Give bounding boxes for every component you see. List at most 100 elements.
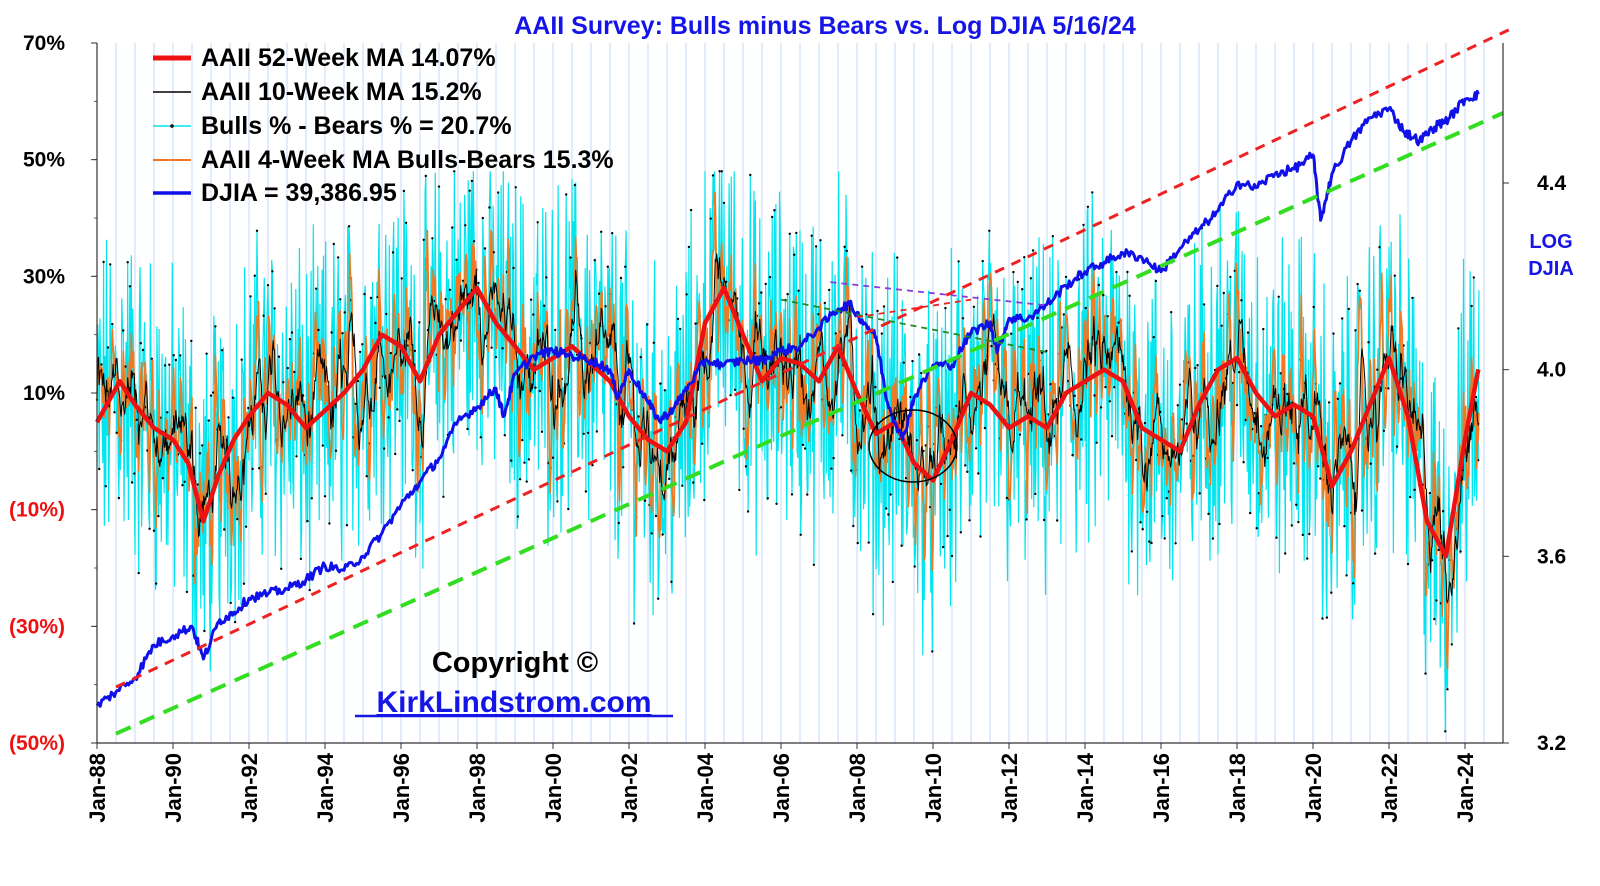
bulls-bears-point — [817, 313, 820, 316]
bulls-bears-point — [1238, 371, 1241, 374]
highlight-circle — [868, 409, 958, 483]
bulls-bears-point — [532, 313, 535, 316]
bulls-bears-point — [619, 276, 623, 280]
bulls-bears-point — [1181, 418, 1184, 421]
bulls-bears-point — [527, 458, 531, 461]
bulls-bears-point — [554, 328, 557, 332]
bulls-bears-point — [1312, 305, 1315, 309]
bulls-bears-point — [356, 379, 360, 383]
bulls-bears-point — [203, 629, 206, 633]
bulls-bears-point — [1196, 364, 1199, 367]
bulls-bears-point — [244, 525, 248, 528]
bulls-bears-point — [98, 467, 101, 471]
bulls-bears-point — [1222, 291, 1226, 295]
bulls-bears-point — [251, 467, 254, 471]
bulls-bears-point — [1106, 315, 1109, 318]
bulls-bears-point — [1080, 438, 1083, 441]
bulls-bears-point — [733, 388, 737, 391]
bulls-bears-point — [1071, 453, 1074, 457]
bulls-bears-point — [483, 247, 487, 250]
site-link[interactable]: KirkLindstrom.com — [376, 686, 651, 719]
bulls-bears-point — [1049, 383, 1052, 386]
bulls-bears-point — [942, 545, 945, 549]
bulls-bears-point — [1367, 341, 1370, 344]
bulls-bears-point — [990, 344, 993, 348]
bulls-bears-point — [1128, 294, 1131, 297]
bulls-bears-point — [1284, 552, 1287, 555]
bulls-bears-point — [1292, 462, 1296, 465]
bulls-bears-point — [810, 234, 813, 237]
bulls-bears-point — [512, 266, 515, 270]
bulls-bears-point — [295, 455, 298, 458]
bulls-bears-point — [1143, 421, 1147, 425]
bulls-bears-point — [1115, 270, 1118, 274]
bulls-bears-point — [518, 478, 522, 481]
left-tick-label: (30%) — [9, 615, 65, 638]
bulls-bears-point — [1319, 477, 1322, 480]
bulls-bears-point — [1345, 574, 1348, 577]
bulls-bears-point — [247, 406, 250, 410]
bulls-bears-point — [1084, 306, 1087, 310]
bulls-bears-point — [1135, 458, 1138, 462]
bulls-bears-point — [569, 256, 572, 259]
bulls-bears-point — [988, 229, 991, 232]
bulls-bears-point — [347, 225, 351, 228]
bulls-bears-point — [775, 502, 778, 505]
bulls-bears-point — [637, 415, 640, 418]
left-tick-label: (10%) — [9, 499, 65, 522]
bulls-bears-point — [622, 466, 625, 469]
bulls-bears-point — [779, 406, 783, 409]
bulls-bears-point — [1286, 392, 1289, 396]
x-tick-label: Jan-22 — [1377, 753, 1402, 823]
bulls-bears-point — [920, 371, 923, 375]
bulls-bears-point — [1259, 425, 1263, 428]
bulls-bears-point — [1393, 274, 1397, 277]
bulls-bears-point — [209, 394, 213, 397]
bulls-bears-point — [334, 449, 338, 452]
right-axis-label-line1: LOG — [1529, 231, 1572, 253]
bulls-bears-point — [946, 534, 949, 538]
bulls-bears-point — [321, 444, 324, 447]
bulls-bears-point — [670, 580, 673, 583]
bulls-bears-point — [271, 270, 274, 273]
bulls-bears-point — [830, 467, 833, 470]
bulls-bears-point — [1154, 279, 1158, 283]
bulls-bears-point — [139, 342, 142, 345]
bulls-bears-point — [280, 567, 283, 570]
bulls-bears-point — [137, 571, 140, 575]
bulls-bears-point — [198, 452, 202, 455]
bulls-bears-point — [1073, 394, 1077, 397]
bulls-bears-point — [1218, 522, 1221, 526]
bulls-bears-point — [795, 231, 798, 235]
bulls-bears-point — [1373, 552, 1377, 555]
bulls-bears-point — [786, 292, 789, 296]
legend-label-djia: DJIA = 39,386.95 — [201, 179, 397, 207]
bulls-bears-point — [488, 206, 491, 209]
bulls-bears-point — [262, 314, 265, 317]
bulls-bears-point — [385, 312, 388, 316]
bulls-bears-point — [1010, 332, 1013, 335]
right-tick-label: 4.0 — [1537, 359, 1566, 382]
x-tick-label: Jan-98 — [465, 753, 490, 823]
djia-line — [95, 89, 1480, 708]
bulls-bears-point — [597, 292, 601, 295]
bulls-bears-point — [876, 309, 879, 313]
bulls-bears-point — [135, 418, 138, 421]
bulls-bears-point — [1104, 385, 1107, 389]
bulls-bears-point — [679, 327, 682, 331]
bulls-bears-point — [220, 349, 224, 352]
legend-label-ma4: AAII 4-Week MA Bulls-Bears 15.3% — [201, 146, 614, 174]
bulls-bears-point — [1021, 288, 1024, 291]
bulls-bears-point — [977, 472, 980, 475]
bulls-bears-point — [472, 240, 476, 243]
x-tick-label: Jan-94 — [313, 752, 338, 822]
bulls-bears-point — [124, 365, 127, 368]
bulls-bears-point — [481, 216, 484, 220]
bulls-bears-point — [317, 328, 320, 332]
bulls-bears-point — [874, 385, 877, 389]
bulls-bears-point — [1428, 491, 1432, 495]
bulls-bears-point — [1433, 617, 1436, 621]
bulls-bears-point — [801, 443, 805, 447]
bulls-bears-point — [113, 411, 116, 414]
bulls-bears-point — [819, 239, 822, 242]
